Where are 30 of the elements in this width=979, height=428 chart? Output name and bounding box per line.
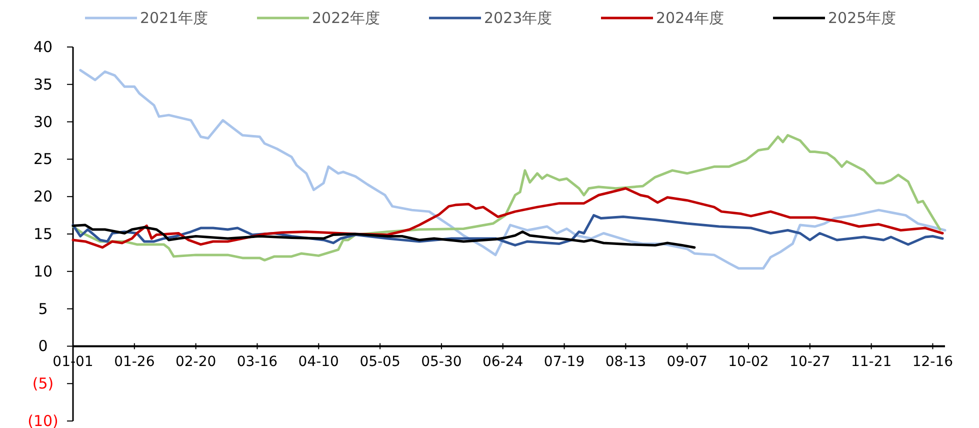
legend-label: 2025年度 [828,9,896,27]
x-tick-label: 01-26 [114,354,155,370]
y-tick-label: 20 [33,188,53,206]
x-tick-label: 06-24 [482,354,524,370]
x-tick-label: 07-19 [544,354,585,370]
x-tick-label: 05-05 [360,354,400,370]
y-tick-label: 40 [33,38,53,56]
x-tick-label: 11-21 [850,354,892,370]
x-tick-label: 12-16 [912,354,954,370]
y-tick-label: (5) [32,374,54,393]
y-tick-label: 15 [33,225,53,243]
y-tick-label: 5 [38,300,48,318]
x-tick-label: 09-07 [666,354,708,370]
legend-label: 2023年度 [484,9,552,27]
x-tick-label: 03-16 [236,354,278,370]
x-tick-label: 02-20 [175,354,216,370]
x-tick-label: 08-13 [605,354,646,370]
legend-label: 2021年度 [140,9,208,27]
legend-label: 2024年度 [656,9,724,27]
x-tick-label: 04-10 [298,354,339,370]
y-tick-label: 30 [33,112,53,131]
y-tick-label: 0 [38,337,48,356]
y-tick-label: (10) [28,412,58,428]
legend-label: 2022年度 [312,9,380,27]
y-tick-label: 25 [33,150,53,168]
y-tick-label: 35 [33,75,53,94]
y-tick-label: 10 [33,262,53,280]
x-tick-label: 10-27 [790,354,830,370]
x-tick-label: 10-02 [728,354,769,370]
x-tick-label: 05-30 [421,354,462,370]
